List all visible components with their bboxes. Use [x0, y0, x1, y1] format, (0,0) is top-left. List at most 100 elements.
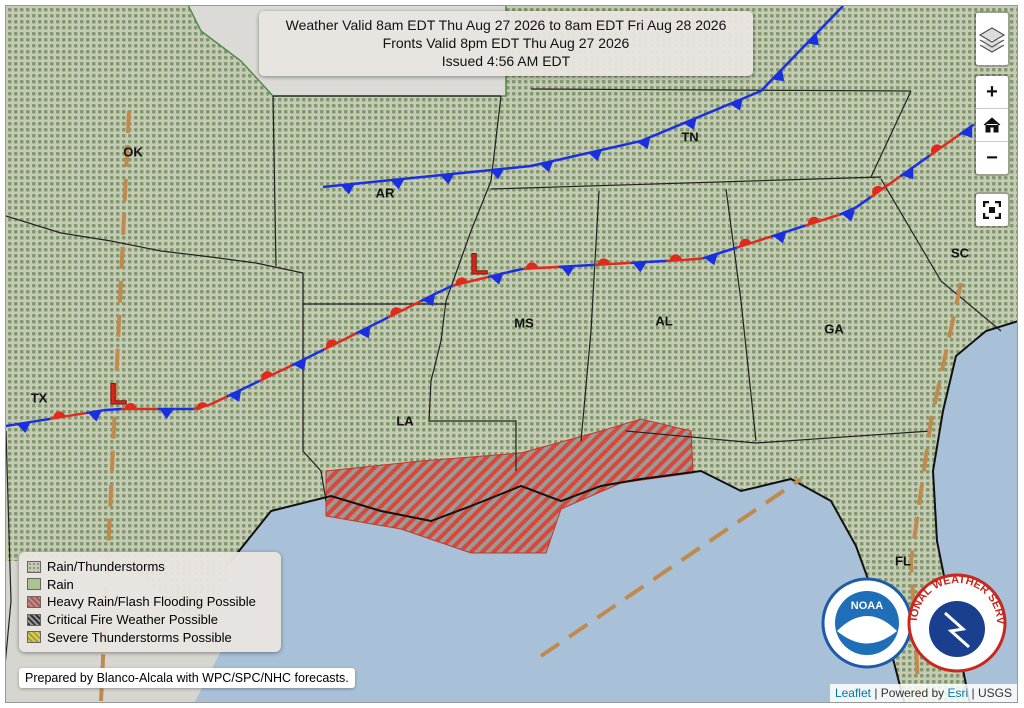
front-triangle [560, 266, 575, 277]
stationary-front-segment [307, 348, 325, 359]
cold-front [322, 6, 844, 189]
legend-label: Rain [47, 576, 74, 592]
front-triangle [683, 117, 697, 130]
stationary-front-segment [684, 257, 703, 262]
stationary-front-segment [242, 379, 260, 390]
legend-swatch [27, 631, 41, 644]
map-frame: L L OK AR TN TX LA MS AL GA SC FL NOAA N… [5, 5, 1018, 703]
low-pressure: L [109, 378, 127, 411]
stationary-front-segment [522, 266, 542, 271]
separator: | [971, 686, 975, 700]
stationary-front-segment [487, 271, 506, 279]
front-semicircle [931, 144, 942, 154]
stationary-front-segment [770, 229, 789, 238]
front-triangle [841, 209, 855, 222]
legend: Rain/Thunderstorms Rain Heavy Rain/Flash… [19, 552, 281, 652]
front-semicircle [525, 262, 538, 269]
front-triangle [293, 358, 307, 371]
stationary-front-segment [822, 213, 841, 222]
legend-item: Heavy Rain/Flash Flooding Possible [27, 593, 273, 611]
state-label: TN [681, 129, 698, 144]
state-label: FL [895, 553, 911, 568]
stationary-front-segment [274, 364, 293, 375]
powered-by: Powered by [880, 686, 945, 700]
front-triangle [901, 167, 914, 180]
front-semicircle [455, 277, 468, 285]
stationary-front-segment [291, 356, 309, 367]
stationary-front-segment [884, 175, 901, 188]
front-triangle [632, 262, 647, 273]
stationary-front-segment [943, 133, 960, 147]
legend-item: Severe Thunderstorms Possible [27, 628, 273, 646]
front-triangle [704, 253, 718, 266]
stationary-front-segment [67, 411, 87, 418]
header-line: Fronts Valid 8pm EDT Thu Aug 27 2026 [382, 35, 630, 51]
stationary-front-segment [870, 185, 887, 199]
fullscreen-button[interactable] [976, 194, 1008, 226]
stationary-front-segment [612, 261, 631, 266]
low-pressure: L [470, 248, 488, 281]
credit: Prepared by Blanco-Alcala with WPC/SPC/N… [19, 668, 355, 688]
stationary-front-segment [323, 340, 341, 351]
legend-swatch [27, 613, 41, 626]
stationary-front-segment [855, 196, 872, 209]
stationary-front-segment [505, 267, 524, 275]
separator: | [874, 686, 878, 700]
legend-label: Rain/Thunderstorms [47, 559, 165, 575]
stationary-front-segment [436, 284, 454, 295]
noaa-logo: NOAA [821, 577, 913, 669]
state-label: AL [655, 313, 672, 328]
stationary-front-segment [736, 240, 755, 249]
stationary-front-segment [339, 332, 357, 343]
stationary-front-segment [210, 395, 228, 406]
legend-label: Heavy Rain/Flash Flooding Possible [47, 594, 256, 610]
noaa-text: NOAA [851, 600, 883, 612]
stationary-front-segment [470, 275, 489, 283]
zoom-control: + − [974, 74, 1010, 176]
front-semicircle [53, 411, 66, 419]
fronts [6, 6, 975, 433]
legend-label: Severe Thunderstorms Possible [47, 629, 232, 645]
front-semicircle [196, 402, 208, 411]
front-triangle [390, 178, 405, 190]
state-label: LA [396, 413, 414, 428]
front-semicircle [597, 258, 610, 265]
legend-swatch [27, 560, 41, 573]
heavy-rain-area [325, 418, 694, 554]
legend-label: Critical Fire Weather Possible [47, 612, 218, 628]
stationary-front-segment [403, 300, 422, 311]
attribution: Leaflet | Powered by Esri | USGS [829, 684, 1017, 702]
stationary-front-segment [103, 407, 122, 412]
esri-link[interactable]: Esri [947, 686, 969, 700]
front-triangle [87, 410, 102, 422]
front-triangle [490, 168, 505, 180]
leaflet-link[interactable]: Leaflet [834, 686, 871, 700]
state-borders [6, 88, 1002, 662]
zoom-out[interactable]: − [986, 146, 998, 169]
front-triangle [357, 326, 371, 339]
stationary-front-segment [839, 206, 857, 216]
front-triangle [806, 33, 819, 46]
front-triangle [228, 389, 242, 402]
header-line: Weather Valid 8am EDT Thu Aug 27 2026 to… [285, 17, 727, 33]
front-semicircle [808, 216, 820, 225]
forecast-header: Weather Valid 8am EDT Thu Aug 27 2026 to… [259, 11, 753, 76]
zoom-in[interactable]: + [976, 76, 1008, 109]
layers-icon[interactable] [976, 13, 1008, 65]
stationary-front-segment [32, 417, 51, 423]
stationary-front-segment [355, 324, 373, 335]
home-button[interactable] [976, 109, 1008, 142]
stationary-front-segment [6, 423, 16, 428]
front-semicircle [326, 339, 338, 349]
layers-control[interactable] [974, 11, 1010, 67]
front-triangle [772, 69, 785, 82]
front-semicircle [739, 238, 752, 247]
stationary-front-segment [420, 292, 438, 303]
map: L L OK AR TN TX LA MS AL GA SC FL NOAA N… [6, 6, 1017, 702]
front-triangle [440, 173, 455, 185]
legend-swatch [27, 595, 41, 608]
front-triangle [729, 98, 743, 111]
stationary-front-segment [914, 154, 931, 168]
stationary-front-segment [576, 263, 595, 268]
stationary-front-segment [753, 235, 772, 244]
